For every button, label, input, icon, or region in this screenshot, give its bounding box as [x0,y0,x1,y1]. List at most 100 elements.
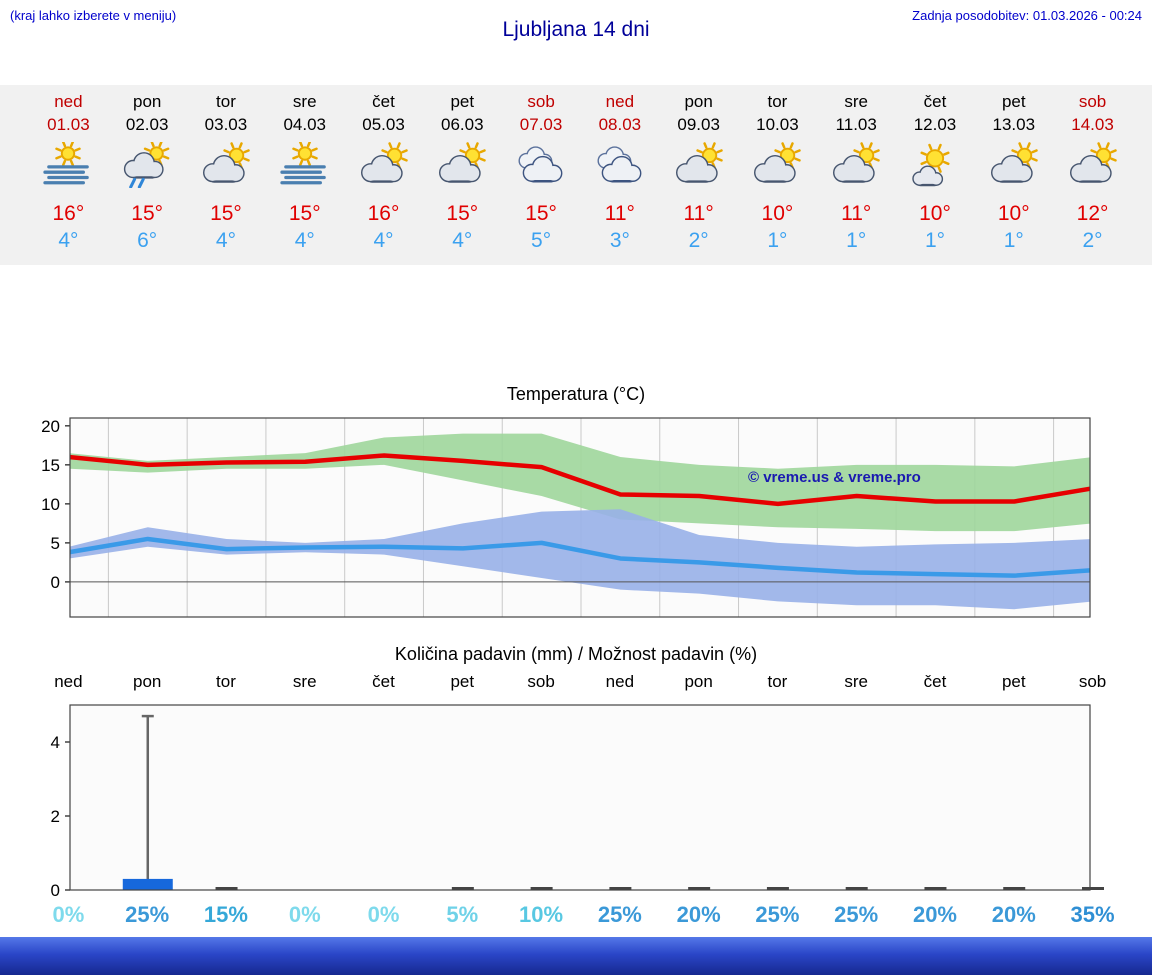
day-label: ned [605,672,635,691]
precip-bar [122,878,173,890]
day-name: sre [844,92,869,111]
max-temp: 10° [997,202,1030,225]
precip-probability: 25% [597,902,642,927]
min-temp: 5° [531,229,552,252]
day-date: 07.03 [519,115,563,134]
forecast-day-2: tor 03.03 15° 4° [187,91,266,254]
location-hint: (kraj lahko izberete v meniju) [10,8,177,23]
day-name: čet [372,92,395,111]
precip-trace [688,887,711,890]
day-label: pet [450,672,475,691]
sun-cloud-icon [974,142,1053,192]
precip-probability: 10% [519,902,564,927]
temp-y-tick: 0 [51,573,60,592]
forecast-day-6: sob 07.03 15° 5° [502,91,581,254]
day-name: ned [54,92,83,111]
min-temp: 4° [373,229,394,252]
forecast-day-10: sre 11.03 11° 1° [817,91,896,254]
min-temp: 2° [1082,229,1103,252]
max-temp: 15° [446,202,479,225]
precip-day-labels-row: ned pon tor sre čet pet sob ned pon tor sre čet pet s… [29,672,1132,692]
day-date: 10.03 [756,115,799,134]
day-date: 05.03 [362,115,405,134]
precip-probability: 25% [834,902,879,927]
max-temp: 15° [210,202,242,225]
forecast-day-9: tor 10.03 10° 1° [738,91,817,254]
min-temp-line [70,536,1090,578]
day-name: pon [684,92,713,111]
precipitation-chart: 0 2 4 [51,704,1104,900]
day-name: sob [1078,92,1107,111]
temp-y-tick: 10 [41,495,60,514]
temp-y-tick: 15 [41,456,60,475]
precip-trace [215,887,238,890]
day-date: 13.03 [992,115,1036,134]
day-date: 14.03 [1071,115,1114,134]
day-name: pon [132,92,162,111]
precip-y-tick: 0 [51,881,60,900]
precip-trace [1082,887,1104,890]
sun-small-cloud-icon [896,142,975,192]
min-temp: 2° [688,229,709,252]
min-temp: 1° [846,229,867,252]
day-name: ned [605,92,635,111]
precipitation-chart-title: Količina padavin (mm) / Možnost padavin … [394,644,758,664]
max-temp: 11° [683,202,714,225]
min-temp: 1° [767,229,788,252]
day-label: sre [292,672,317,691]
temperature-chart: 0 5 10 15 20 © vreme.us & vreme.pro [41,417,1091,618]
min-temp: 4° [452,229,473,252]
sun-cloud-icon [344,142,423,192]
forecast-day-7: ned 08.03 11° 3° [580,91,659,254]
precip-trace [1003,887,1026,890]
max-temp: 15° [525,202,557,225]
forecast-day-8: pon 09.03 11° 2° [659,91,738,254]
sun-cloud-icon [659,142,738,192]
day-label: čet [372,672,395,691]
day-date: 08.03 [598,115,642,134]
precip-probability: 20% [991,902,1036,927]
day-name: tor [767,92,788,111]
day-date: 02.03 [125,115,169,134]
footer-menu-bar [0,937,1152,975]
precip-probability: 20% [676,902,721,927]
day-date: 09.03 [677,115,720,134]
day-name: tor [216,92,236,111]
precip-trace [530,887,553,890]
max-temp: 16° [52,202,85,225]
min-temp: 4° [58,229,79,252]
forecast-day-13: sob 14.03 12° 2° [1053,91,1132,254]
sun-fog-icon [265,140,344,192]
day-name: pet [450,92,475,111]
precip-probability: 20% [912,902,957,927]
forecast-day-5: pet 06.03 15° 4° [423,91,502,254]
precip-probability: 0% [367,902,400,927]
precip-trace [766,887,789,890]
max-temp-line [70,453,1090,507]
min-temp-range [70,509,1090,610]
forecast-day-4: čet 05.03 16° 4° [344,91,423,254]
precip-probability: 15% [203,902,248,927]
temperature-chart-title: Temperatura (°C) [506,384,646,404]
day-label: sre [844,672,869,691]
temp-y-tick: 5 [51,534,60,553]
precip-probability: 5% [446,902,479,927]
clouds-icon [502,142,581,192]
watermark-link[interactable]: © vreme.us & vreme.pro [748,469,921,486]
forecast-day-12: pet 13.03 10° 1° [974,91,1053,254]
day-label: tor [216,672,236,691]
day-label: tor [767,672,788,691]
precip-probability: 25% [125,902,170,927]
sun-cloud-rain-icon [108,140,187,192]
forecast-day-1: pon 02.03 15° 6° [108,91,187,254]
forecast-day-0: ned 01.03 16° 4° [29,91,108,254]
max-temp: 15° [288,202,321,225]
day-label: pet [1001,672,1026,691]
day-label: ned [54,672,83,691]
forecast-day-11: čet 12.03 10° 1° [896,91,975,254]
min-temp: 4° [294,229,315,252]
day-name: sob [527,92,555,111]
day-label: sob [527,672,555,691]
day-label: sob [1078,672,1107,691]
day-date: 03.03 [204,115,248,134]
